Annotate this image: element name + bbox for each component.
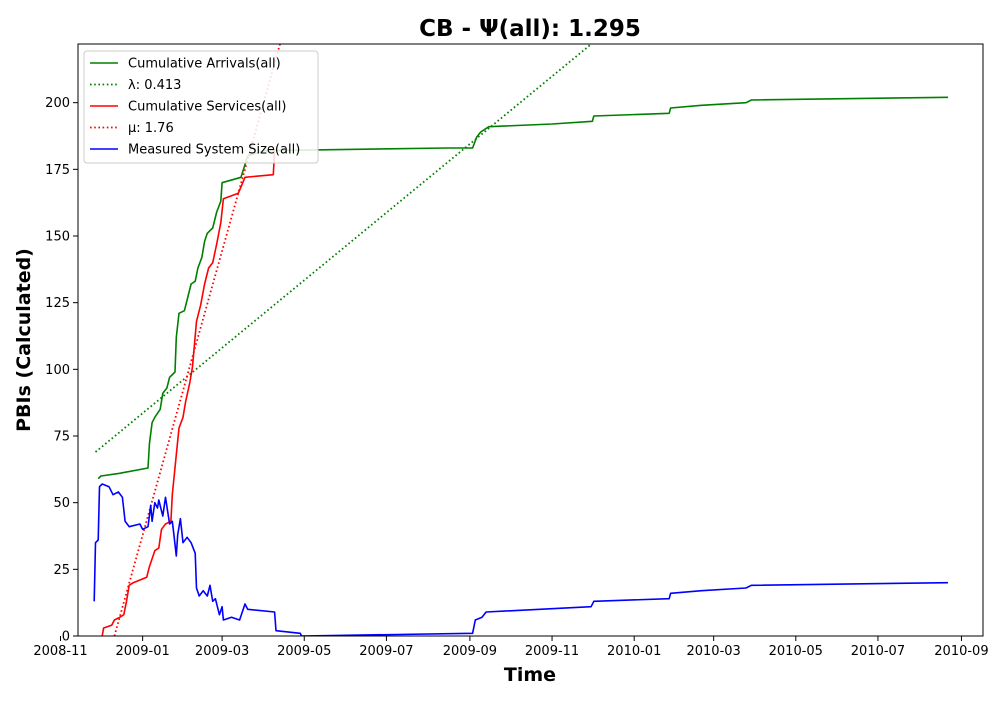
series-line-5-measured-system-size-all (93, 483, 949, 636)
y-tick-label: 50 (53, 496, 70, 511)
legend-label: λ: 0.413 (128, 78, 181, 93)
series-layer (93, 44, 949, 636)
x-tick-label: 2008-11 (33, 644, 87, 659)
series-line-1-cumulative-arrivals-all (97, 96, 949, 480)
x-tick-label: 2010-07 (851, 644, 905, 659)
plot-frame (77, 43, 984, 637)
legend-label: Cumulative Services(all) (128, 100, 286, 115)
y-tick-label: 25 (53, 563, 70, 578)
x-tick-label: 2010-03 (686, 644, 740, 659)
chart-title: CB - Ψ(all): 1.295 (419, 16, 641, 42)
legend-label: Measured System Size(all) (128, 143, 300, 158)
x-tick-label: 2010-09 (934, 644, 988, 659)
legend: Cumulative Arrivals(all) λ: 0.413 Cumulati… (83, 50, 319, 164)
series-line-2-0-413 (94, 44, 593, 453)
x-tick-label: 2010-05 (769, 644, 823, 659)
series-line-4-1-76 (113, 44, 281, 636)
x-tick-label: 2009-01 (115, 644, 169, 659)
x-tick-label: 2009-07 (359, 644, 413, 659)
y-axis: 0 25 50 75 100 125 150 175 200 (45, 96, 78, 645)
x-tick-label: 2009-09 (443, 644, 497, 659)
y-axis-label: PBIs (Calculated) (13, 248, 35, 432)
x-axis: 2008-11 2009-01 2009-03 2009-05 2009-07 2009-… (33, 636, 989, 659)
y-tick-label: 150 (45, 230, 70, 245)
y-tick-label: 75 (53, 430, 70, 445)
y-tick-label: 0 (62, 630, 70, 645)
y-tick-label: 175 (45, 163, 70, 178)
x-tick-label: 2009-03 (195, 644, 249, 659)
y-tick-label: 100 (45, 363, 70, 378)
x-axis-label: Time (504, 664, 556, 686)
x-tick-label: 2009-05 (277, 644, 331, 659)
legend-box (83, 50, 319, 164)
legend-label: μ: 1.76 (128, 121, 174, 136)
x-tick-label: 2010-01 (607, 644, 661, 659)
series-line-3-cumulative-services-all (101, 150, 276, 636)
x-tick-label: 2009-11 (525, 644, 579, 659)
legend-label: Cumulative Arrivals(all) (128, 57, 281, 72)
y-tick-label: 200 (45, 96, 70, 111)
y-tick-label: 125 (45, 296, 70, 311)
